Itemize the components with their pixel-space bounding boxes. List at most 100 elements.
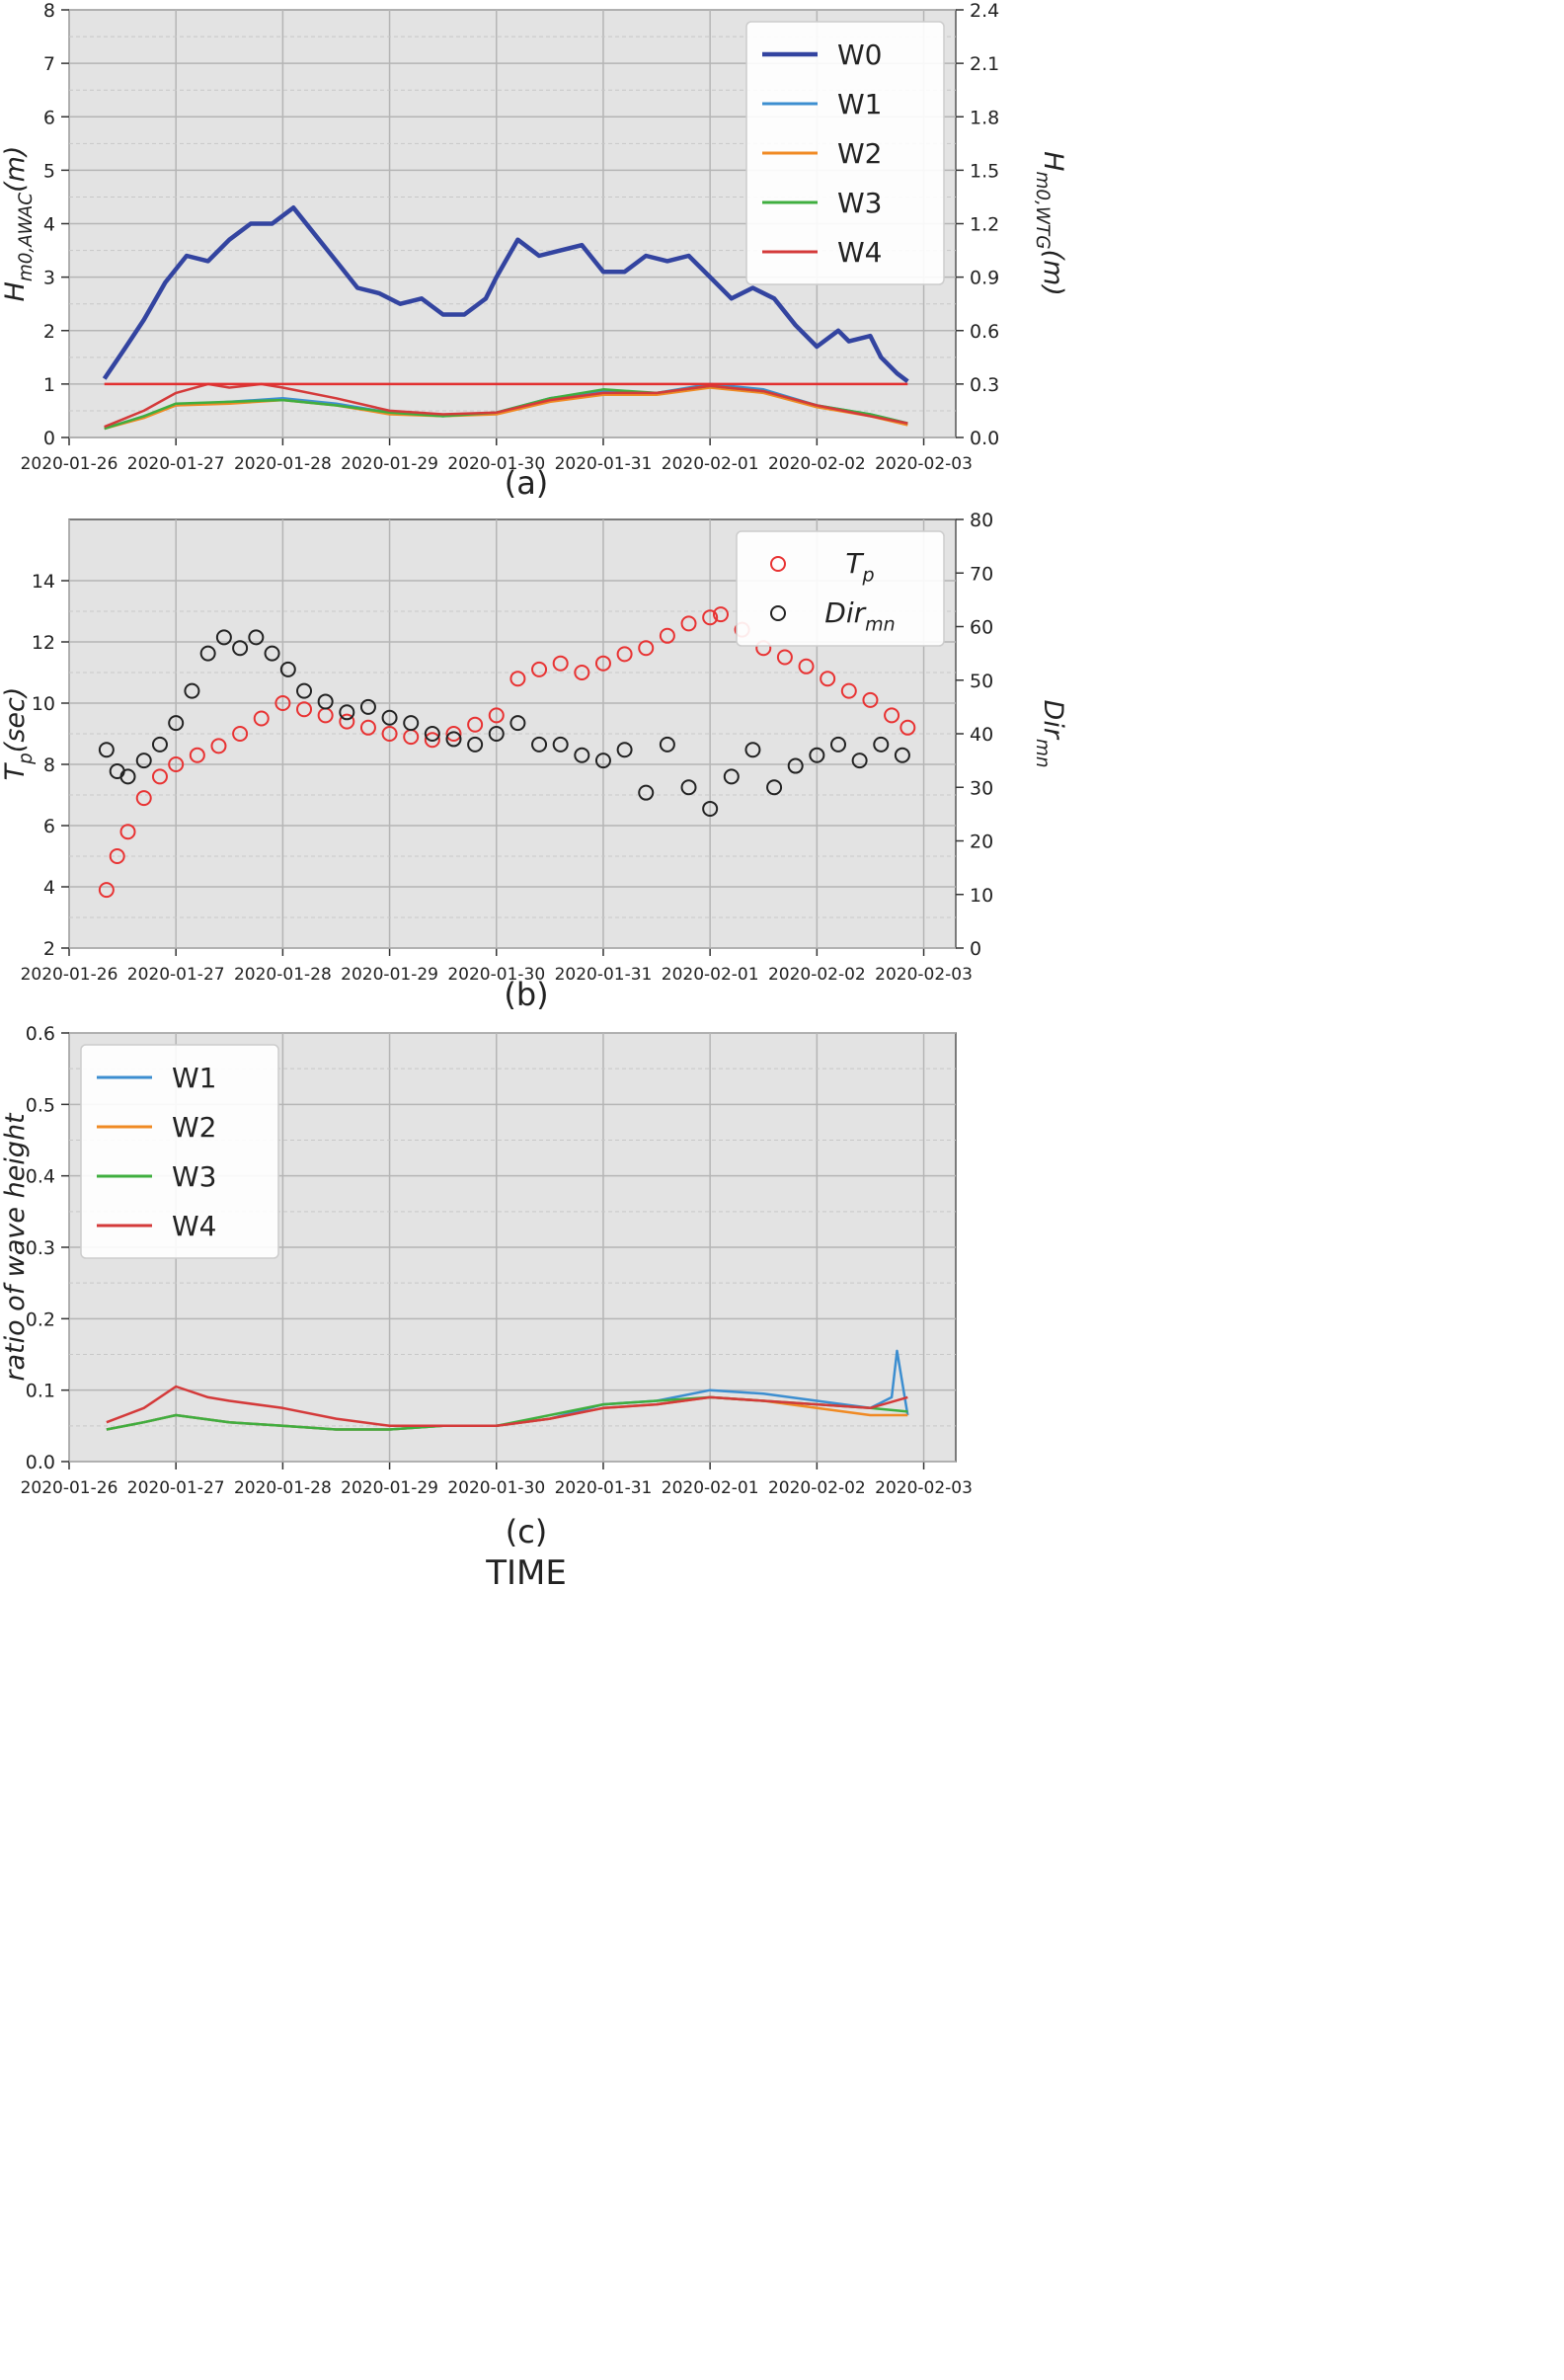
y-right-tick-label: 60 (970, 617, 993, 639)
data-point (702, 609, 719, 626)
x-tick-label: 2020-01-30 (447, 965, 545, 985)
label-subscript: p (16, 753, 37, 765)
data-point (798, 658, 815, 674)
panel-label: (a) (505, 464, 549, 502)
data-point (445, 731, 462, 748)
y-right-tick-label: 20 (970, 832, 993, 853)
data-point (509, 671, 526, 687)
data-point (184, 682, 200, 699)
label-rest: (m) (1038, 249, 1068, 295)
x-tick-label: 2020-02-03 (875, 1478, 973, 1498)
data-point (359, 719, 376, 736)
x-tick-label: 2020-01-31 (555, 454, 653, 474)
legend-label: W2 (172, 1111, 217, 1144)
x-tick-label: 2020-01-31 (555, 965, 653, 985)
data-point (119, 768, 136, 785)
x-tick-label: 2020-01-28 (234, 1478, 332, 1498)
y-right-tick-label: 1.5 (970, 160, 999, 182)
x-tick-label: 2020-02-02 (768, 1478, 866, 1498)
data-point (248, 629, 265, 646)
y-tick-label: 2 (43, 938, 55, 960)
y-tick-label: 12 (32, 632, 55, 654)
x-axis-label: TIME (485, 1553, 567, 1593)
data-point (659, 627, 675, 644)
data-point (531, 736, 548, 753)
data-point (552, 655, 569, 672)
series-line-w0 (102, 205, 909, 384)
data-point (317, 693, 334, 710)
data-point (616, 742, 633, 758)
y-right-axis-label: Dirmn (1032, 700, 1068, 768)
x-tick-label: 2020-01-30 (447, 454, 545, 474)
data-point (274, 695, 291, 711)
legend-label: Tp (845, 547, 874, 586)
data-point (296, 701, 313, 718)
data-point (820, 671, 836, 687)
data-point (862, 691, 879, 708)
x-tick-label: 2020-02-03 (875, 965, 973, 985)
legend-label: W4 (837, 236, 883, 269)
data-point (98, 882, 115, 899)
y-right-tick-label: 0.9 (970, 268, 999, 289)
data-point (809, 747, 825, 763)
legend-box (80, 1044, 279, 1259)
y-tick-label: 0.2 (26, 1309, 55, 1330)
data-point (894, 747, 910, 763)
legend (80, 1044, 279, 1259)
legend-label: W4 (172, 1210, 217, 1242)
data-point (574, 747, 590, 763)
data-point (109, 848, 125, 864)
label-base: T (0, 761, 31, 780)
y-tick-label: 8 (43, 754, 55, 776)
panel-label: (b) (504, 976, 548, 1013)
legend-marker (770, 556, 786, 572)
legend-label: Dirmn (824, 596, 895, 635)
legend-label: W1 (837, 88, 883, 120)
data-point (712, 606, 729, 623)
data-point (403, 715, 420, 732)
data-point (488, 707, 505, 724)
legend-box (745, 21, 945, 285)
x-tick-label: 2020-02-01 (662, 454, 759, 474)
data-point (135, 790, 152, 807)
y-tick-label: 0.0 (26, 1452, 55, 1473)
data-point (509, 715, 526, 732)
label-subscript: m0,WTG (1032, 171, 1053, 249)
legend-label: W2 (837, 137, 883, 170)
label-subscript: m0,AWAC (16, 193, 37, 281)
x-tick-label: 2020-01-26 (21, 454, 118, 474)
x-tick-label: 2020-01-29 (341, 965, 438, 985)
legend-label: W1 (172, 1062, 217, 1094)
x-tick-label: 2020-02-01 (662, 965, 759, 985)
data-point (279, 661, 296, 677)
data-point (574, 665, 590, 680)
y-tick-label: 7 (43, 53, 55, 75)
x-tick-label: 2020-02-02 (768, 454, 866, 474)
y-right-tick-label: 80 (970, 510, 993, 531)
data-point (151, 736, 168, 753)
label-base: H (1038, 151, 1068, 171)
data-point (552, 736, 569, 753)
data-point (215, 629, 232, 646)
data-point (467, 736, 484, 753)
y-tick-label: 0.3 (26, 1237, 55, 1259)
x-tick-label: 2020-02-02 (768, 965, 866, 985)
y-tick-label: 5 (43, 160, 55, 182)
data-point (199, 645, 216, 662)
y-tick-label: 3 (43, 268, 55, 289)
x-tick-label: 2020-01-26 (21, 965, 118, 985)
x-tick-label: 2020-01-27 (127, 1478, 225, 1498)
y-right-tick-label: 2.1 (970, 53, 999, 75)
legend-box (736, 530, 945, 647)
y-tick-label: 0 (43, 428, 55, 449)
y-tick-label: 14 (32, 571, 55, 593)
data-point (424, 732, 440, 749)
data-point (702, 800, 719, 817)
x-tick-label: 2020-01-29 (341, 1478, 438, 1498)
panel-label: (c) (506, 1513, 548, 1550)
data-point (776, 649, 793, 666)
y-right-tick-label: 1.2 (970, 214, 999, 236)
y-right-tick-label: 10 (970, 885, 993, 907)
data-point (359, 698, 376, 715)
